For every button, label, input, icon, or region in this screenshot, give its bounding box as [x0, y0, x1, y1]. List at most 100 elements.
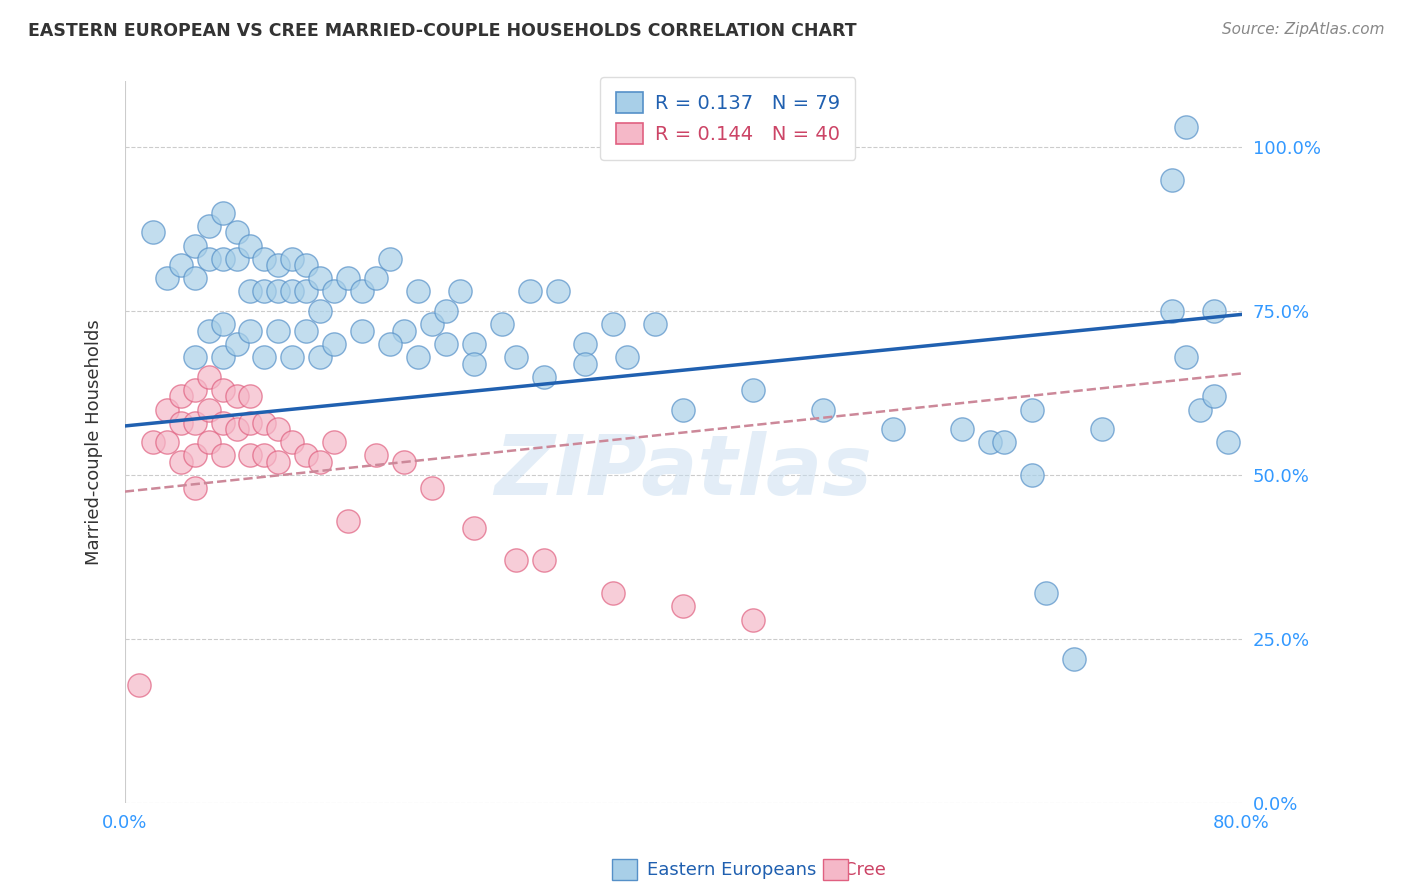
- Point: [253, 416, 276, 430]
- Point: [672, 599, 695, 614]
- Point: [434, 304, 457, 318]
- Point: [239, 238, 262, 252]
- Point: [323, 435, 346, 450]
- Point: [352, 285, 374, 299]
- Point: [392, 455, 415, 469]
- Point: [406, 285, 429, 299]
- Point: [1160, 304, 1182, 318]
- Point: [1035, 586, 1057, 600]
- Point: [183, 238, 205, 252]
- Point: [225, 252, 247, 266]
- Point: [323, 337, 346, 351]
- Point: [309, 304, 332, 318]
- Point: [616, 350, 638, 364]
- Point: [239, 324, 262, 338]
- Point: [323, 285, 346, 299]
- Point: [281, 435, 304, 450]
- Point: [295, 324, 318, 338]
- Point: [183, 481, 205, 495]
- Point: [449, 285, 471, 299]
- Point: [1091, 422, 1114, 436]
- Point: [574, 337, 596, 351]
- Point: [267, 285, 290, 299]
- Point: [281, 350, 304, 364]
- Point: [1202, 389, 1225, 403]
- Point: [505, 350, 527, 364]
- Point: [211, 350, 233, 364]
- Point: [225, 389, 247, 403]
- Point: [183, 416, 205, 430]
- Point: [239, 416, 262, 430]
- Point: [337, 271, 360, 285]
- Point: [211, 416, 233, 430]
- Point: [211, 318, 233, 332]
- Point: [267, 324, 290, 338]
- Point: [1021, 468, 1043, 483]
- Point: [197, 402, 219, 417]
- Point: [378, 252, 401, 266]
- Point: [225, 422, 247, 436]
- Point: [169, 455, 191, 469]
- Point: [811, 402, 834, 417]
- Y-axis label: Married-couple Households: Married-couple Households: [86, 319, 103, 566]
- Point: [1188, 402, 1211, 417]
- Point: [979, 435, 1001, 450]
- Point: [1021, 402, 1043, 417]
- Point: [1216, 435, 1239, 450]
- Point: [420, 481, 443, 495]
- Point: [253, 252, 276, 266]
- Point: [950, 422, 973, 436]
- Point: [1202, 304, 1225, 318]
- Text: Cree: Cree: [844, 861, 886, 879]
- Point: [253, 350, 276, 364]
- Point: [142, 435, 165, 450]
- Point: [128, 678, 150, 692]
- Point: [352, 324, 374, 338]
- Point: [882, 422, 904, 436]
- Point: [1160, 173, 1182, 187]
- Point: [463, 521, 485, 535]
- Point: [183, 383, 205, 397]
- Point: [211, 252, 233, 266]
- Point: [197, 435, 219, 450]
- Point: [1398, 127, 1406, 141]
- Text: ZIPatlas: ZIPatlas: [495, 431, 872, 512]
- Point: [225, 226, 247, 240]
- Point: [197, 219, 219, 233]
- Point: [672, 402, 695, 417]
- Point: [420, 318, 443, 332]
- Point: [239, 389, 262, 403]
- Point: [281, 252, 304, 266]
- Point: [463, 337, 485, 351]
- Point: [225, 337, 247, 351]
- Point: [1174, 120, 1197, 135]
- Point: [364, 449, 387, 463]
- Point: [183, 350, 205, 364]
- Point: [267, 422, 290, 436]
- Point: [406, 350, 429, 364]
- Point: [602, 318, 624, 332]
- Point: [156, 435, 179, 450]
- Point: [1174, 350, 1197, 364]
- Point: [197, 252, 219, 266]
- Point: [239, 285, 262, 299]
- Point: [1063, 652, 1085, 666]
- Point: [295, 285, 318, 299]
- Point: [533, 553, 555, 567]
- Point: [211, 449, 233, 463]
- Point: [309, 271, 332, 285]
- Point: [434, 337, 457, 351]
- Point: [156, 271, 179, 285]
- Point: [295, 258, 318, 272]
- Text: EASTERN EUROPEAN VS CREE MARRIED-COUPLE HOUSEHOLDS CORRELATION CHART: EASTERN EUROPEAN VS CREE MARRIED-COUPLE …: [28, 22, 856, 40]
- Point: [547, 285, 569, 299]
- Point: [309, 350, 332, 364]
- Point: [491, 318, 513, 332]
- Legend: R = 0.137   N = 79, R = 0.144   N = 40: R = 0.137 N = 79, R = 0.144 N = 40: [600, 77, 855, 160]
- Point: [267, 455, 290, 469]
- Point: [267, 258, 290, 272]
- Point: [742, 613, 765, 627]
- Point: [253, 449, 276, 463]
- Point: [211, 205, 233, 219]
- Point: [364, 271, 387, 285]
